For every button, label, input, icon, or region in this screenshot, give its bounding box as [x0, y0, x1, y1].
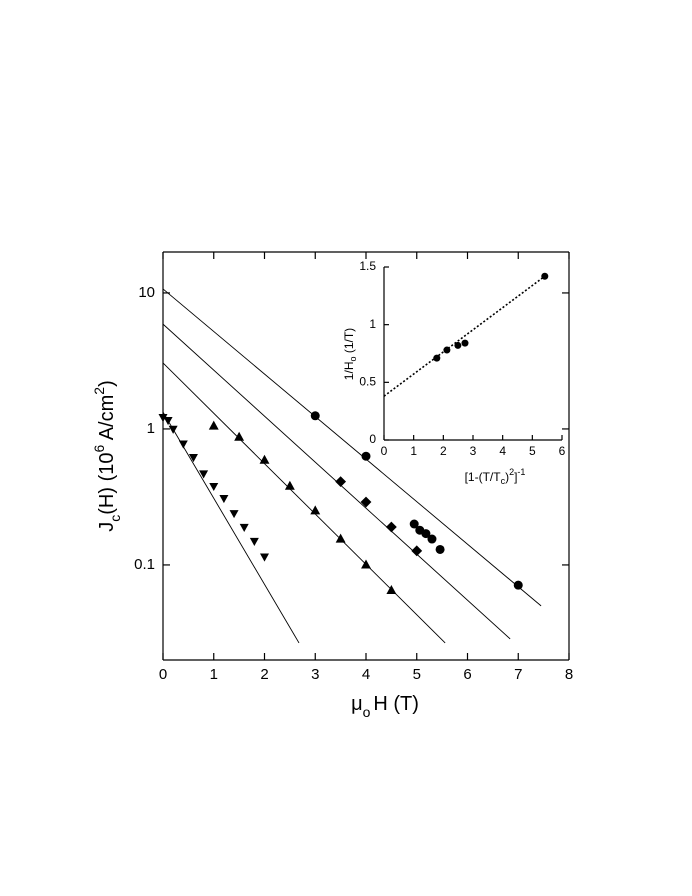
- x-tick-label: 8: [565, 666, 573, 683]
- y-tick-label: 0.5: [359, 375, 376, 389]
- label-part: ): [505, 470, 509, 484]
- label-part: J: [96, 522, 118, 532]
- marker-circle: [541, 272, 549, 280]
- y-tick-label: 1: [147, 420, 155, 437]
- label-part: 2: [509, 467, 514, 477]
- marker-circle: [513, 580, 523, 590]
- x-tick-label: 5: [413, 666, 421, 683]
- label-part: (H) (10: [96, 453, 118, 515]
- marker-triangle-down: [249, 537, 259, 546]
- label-part: (1/T): [342, 328, 356, 357]
- x-tick-label: 4: [362, 666, 370, 683]
- label-part: 1/H: [342, 362, 356, 381]
- marker-triangle-up: [310, 505, 321, 515]
- marker-triangle-down: [163, 417, 173, 426]
- marker-triangle-down: [188, 454, 198, 463]
- marker-circle: [310, 411, 320, 421]
- label-part: c: [107, 515, 123, 522]
- label-part: μ: [351, 693, 363, 715]
- marker-triangle-up: [284, 480, 295, 490]
- marker-circle: [454, 341, 462, 349]
- marker-diamond: [411, 545, 423, 557]
- marker-triangle-down: [178, 440, 188, 449]
- label-part: 2: [91, 387, 107, 395]
- label-part: c: [501, 476, 506, 486]
- fit-line: [162, 362, 446, 644]
- x-tick-label: 3: [311, 666, 319, 683]
- marker-circle: [427, 534, 437, 544]
- marker-diamond: [335, 476, 347, 488]
- label-part: [1-(T/T: [465, 470, 502, 484]
- x-tick-label: 6: [463, 666, 471, 683]
- x-tick-label: 5: [529, 444, 536, 458]
- marker-triangle-down: [260, 553, 269, 562]
- label-part: H (T): [373, 693, 419, 715]
- label-part: o: [363, 704, 371, 720]
- label-part: A/cm: [96, 395, 118, 445]
- marker-triangle-up: [361, 559, 371, 569]
- inset-x-axis-label: [1-(T/Tc)2]-1: [465, 467, 526, 486]
- y-tick-label: 1: [369, 317, 376, 331]
- x-tick-label: 1: [410, 444, 417, 458]
- marker-triangle-up: [386, 584, 397, 594]
- marker-triangle-down: [239, 523, 249, 532]
- x-tick-label: 3: [470, 444, 477, 458]
- marker-circle: [435, 544, 445, 554]
- label-part: ]: [514, 470, 517, 484]
- x-tick-label: 2: [440, 444, 447, 458]
- label-part: o: [348, 356, 358, 361]
- y-axis-label: Jc(H) (106 A/cm2): [91, 380, 123, 532]
- y-tick-label: 10: [138, 284, 155, 301]
- marker-triangle-up: [234, 431, 245, 441]
- marker-circle: [409, 519, 419, 529]
- fit-line: [383, 275, 546, 397]
- y-tick-label: 1.5: [359, 259, 376, 273]
- x-axis-label: μo H (T): [351, 693, 419, 719]
- marker-circle: [461, 339, 469, 347]
- x-tick-label: 2: [260, 666, 268, 683]
- y-tick-label: 0: [369, 432, 376, 446]
- label-part: -1: [517, 467, 525, 477]
- marker-circle: [433, 354, 441, 362]
- x-tick-label: 1: [210, 666, 218, 683]
- inset-y-axis-label: 1/Ho (1/T): [342, 328, 358, 380]
- marker-triangle-up: [208, 420, 219, 430]
- marker-circle: [421, 529, 431, 539]
- fit-line: [162, 288, 542, 607]
- marker-diamond: [360, 496, 372, 508]
- marker-triangle-down: [158, 414, 168, 423]
- marker-triangle-up: [259, 454, 270, 464]
- x-tick-label: 0: [381, 444, 388, 458]
- x-tick-label: 0: [159, 666, 167, 683]
- marker-diamond: [385, 521, 397, 533]
- marker-triangle-down: [229, 510, 239, 519]
- marker-circle: [361, 451, 371, 461]
- label-part: ): [96, 380, 118, 387]
- marker-triangle-down: [209, 482, 219, 492]
- x-tick-label: 6: [559, 444, 566, 458]
- x-tick-label: 4: [499, 444, 506, 458]
- x-tick-label: 7: [514, 666, 522, 683]
- marker-triangle-up: [335, 533, 346, 543]
- marker-triangle-down: [168, 425, 178, 434]
- fit-line: [162, 411, 300, 644]
- label-part: 6: [91, 445, 107, 453]
- marker-triangle-down: [199, 470, 209, 479]
- y-tick-label: 0.1: [134, 556, 155, 573]
- marker-triangle-down: [219, 494, 229, 504]
- marker-circle: [443, 346, 451, 354]
